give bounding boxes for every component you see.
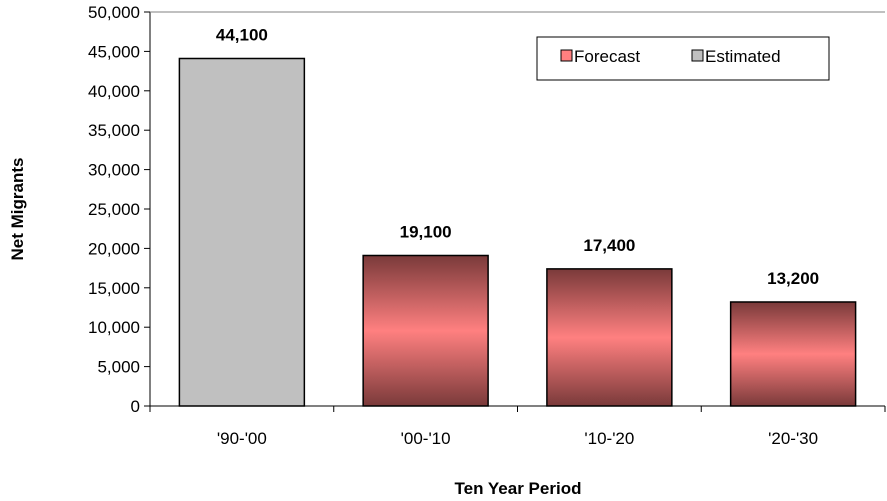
data-label: 13,200 <box>767 269 819 288</box>
bar-forecast <box>729 301 857 407</box>
legend-label-forecast: Forecast <box>574 47 640 66</box>
x-tick-label: '20-'30 <box>768 429 818 448</box>
y-tick-label: 45,000 <box>88 42 140 61</box>
legend-swatch-forecast <box>560 49 573 62</box>
y-tick-label: 25,000 <box>88 200 140 219</box>
x-tick-label: '90-'00 <box>217 429 267 448</box>
y-tick-label: 40,000 <box>88 82 140 101</box>
data-labels: 44,100 19,100 17,400 13,200 <box>216 25 819 287</box>
bar-forecast <box>546 268 673 407</box>
bar-forecast <box>362 254 489 407</box>
x-tick-label: '10-'20 <box>584 429 634 448</box>
y-tick-label: 30,000 <box>88 161 140 180</box>
legend: Forecast Estimated <box>536 36 830 81</box>
y-tick-label: 15,000 <box>88 279 140 298</box>
x-axis-title: Ten Year Period <box>455 479 582 498</box>
legend-box <box>536 36 830 81</box>
x-axis-ticks: '90-'00 '00-'10 '10-'20 '20-'30 <box>149 406 886 448</box>
y-tick-label: 5,000 <box>97 358 140 377</box>
x-tick-label: '00-'10 <box>401 429 451 448</box>
y-tick-label: 50,000 <box>88 3 140 22</box>
bars <box>178 57 857 407</box>
y-tick-label: 20,000 <box>88 239 140 258</box>
data-label: 17,400 <box>583 236 635 255</box>
y-axis-title: Net Migrants <box>8 158 27 261</box>
data-label: 19,100 <box>400 222 452 241</box>
y-tick-label: 10,000 <box>88 318 140 337</box>
y-tick-label: 0 <box>131 397 140 416</box>
legend-swatch-estimated <box>691 49 704 62</box>
bar-estimated <box>178 57 306 407</box>
y-tick-label: 35,000 <box>88 121 140 140</box>
legend-label-estimated: Estimated <box>705 47 781 66</box>
data-label: 44,100 <box>216 25 268 44</box>
y-axis-ticks: 0 5,000 10,000 15,000 20,000 25,000 30,000 35,0… <box>88 3 150 416</box>
